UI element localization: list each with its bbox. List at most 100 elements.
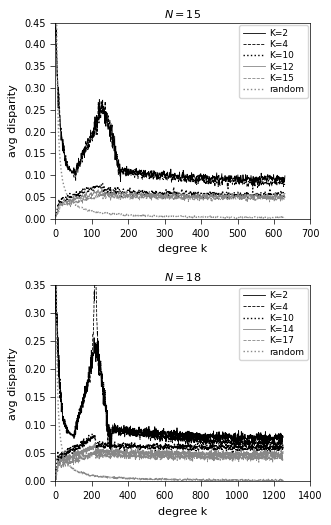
K=12 xyxy=(283,194,287,201)
Line: K=15: K=15 xyxy=(56,192,285,217)
K=10 xyxy=(83,187,87,193)
K=4 xyxy=(112,137,116,143)
random xyxy=(283,215,287,221)
Line: K=17: K=17 xyxy=(55,451,283,481)
random xyxy=(83,206,87,213)
Legend: K=2, K=4, K=10, K=12, K=15, random: K=2, K=4, K=10, K=12, K=15, random xyxy=(239,25,308,98)
K=4 xyxy=(224,179,228,185)
K=4 xyxy=(281,179,285,185)
K=4 xyxy=(109,448,113,455)
K=15 xyxy=(225,195,229,202)
K=17 xyxy=(108,456,112,463)
K=4 xyxy=(157,434,161,440)
K=2 xyxy=(113,426,117,433)
K=2 xyxy=(283,173,287,179)
K=12 xyxy=(112,188,116,194)
random xyxy=(193,478,197,484)
Line: K=14: K=14 xyxy=(55,444,283,481)
Title: $N = 15$: $N = 15$ xyxy=(164,8,201,20)
K=14 xyxy=(93,440,97,447)
K=15 xyxy=(112,195,116,201)
K=10 xyxy=(201,443,205,449)
random xyxy=(108,474,112,480)
Title: $N = 18$: $N = 18$ xyxy=(164,271,202,283)
K=15 xyxy=(54,214,58,220)
K=10 xyxy=(224,192,228,198)
K=15 xyxy=(191,194,195,201)
K=14 xyxy=(201,448,205,454)
Line: K=2: K=2 xyxy=(55,274,283,453)
Line: K=4: K=4 xyxy=(56,27,285,189)
Line: K=12: K=12 xyxy=(56,188,285,218)
K=10 xyxy=(281,191,285,197)
K=2 xyxy=(190,176,194,182)
random xyxy=(234,215,238,222)
K=2 xyxy=(157,431,161,437)
K=10 xyxy=(174,443,178,449)
K=17 xyxy=(201,449,205,456)
K=10 xyxy=(54,213,58,219)
K=2 xyxy=(281,434,285,440)
K=17 xyxy=(174,453,178,459)
K=12 xyxy=(243,195,247,201)
K=4 xyxy=(190,173,194,180)
K=10 xyxy=(191,192,195,198)
K=14 xyxy=(166,451,170,457)
K=4 xyxy=(113,425,117,432)
K=15 xyxy=(244,194,248,200)
random xyxy=(201,477,205,483)
K=14 xyxy=(108,447,112,454)
K=4 xyxy=(201,438,205,444)
K=10 xyxy=(109,444,113,450)
K=4 xyxy=(83,142,87,148)
K=4 xyxy=(243,179,247,185)
K=12 xyxy=(54,215,58,221)
K=17 xyxy=(108,448,112,454)
random xyxy=(112,211,116,217)
Line: K=2: K=2 xyxy=(56,0,285,184)
Y-axis label: avg disparity: avg disparity xyxy=(8,347,18,419)
K=12 xyxy=(224,195,228,202)
Line: random: random xyxy=(55,0,283,481)
K=17 xyxy=(166,457,170,463)
random xyxy=(113,475,117,481)
K=2 xyxy=(224,174,228,181)
K=10 xyxy=(112,187,116,194)
random xyxy=(174,476,178,482)
K=17 xyxy=(113,451,117,457)
Y-axis label: avg disparity: avg disparity xyxy=(8,85,18,157)
K=2 xyxy=(108,426,112,432)
K=15 xyxy=(54,213,58,219)
K=10 xyxy=(283,190,287,196)
K=17 xyxy=(281,456,285,463)
K=4 xyxy=(53,256,57,262)
K=10 xyxy=(100,180,104,186)
K=14 xyxy=(174,448,178,455)
K=4 xyxy=(283,181,287,187)
X-axis label: degree k: degree k xyxy=(158,507,208,517)
K=2 xyxy=(83,144,87,151)
K=4 xyxy=(174,436,178,443)
K=10 xyxy=(281,445,285,452)
K=10 xyxy=(54,477,58,483)
K=10 xyxy=(113,444,117,450)
K=2 xyxy=(220,181,224,187)
K=15 xyxy=(283,193,287,200)
K=4 xyxy=(54,24,58,30)
K=2 xyxy=(53,271,57,277)
K=2 xyxy=(281,179,285,185)
K=10 xyxy=(157,443,161,449)
Line: K=10: K=10 xyxy=(56,183,285,216)
K=4 xyxy=(281,445,285,451)
Line: K=4: K=4 xyxy=(55,259,283,452)
K=12 xyxy=(191,194,195,201)
random xyxy=(166,477,170,484)
K=15 xyxy=(123,189,127,195)
K=12 xyxy=(281,194,285,201)
K=2 xyxy=(166,429,170,436)
Line: K=10: K=10 xyxy=(55,434,283,480)
K=10 xyxy=(53,475,57,481)
K=15 xyxy=(84,195,88,202)
K=17 xyxy=(53,478,57,484)
K=14 xyxy=(157,446,161,453)
